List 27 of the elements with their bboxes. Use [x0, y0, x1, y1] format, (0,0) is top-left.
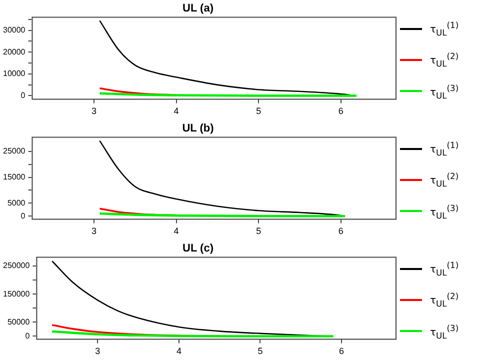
- y-tick-label: 250000: [2, 261, 30, 270]
- x-tick-label: 4: [174, 106, 179, 116]
- y-tick-label: 25000: [2, 146, 26, 156]
- y-tick-label: 20000: [2, 47, 26, 56]
- x-tick-label: 3: [95, 346, 100, 356]
- y-tick-label: 5000: [7, 198, 26, 208]
- x-tick-label: 3: [91, 226, 96, 236]
- x-tick-label: 3: [91, 106, 96, 116]
- y-tick-label: 10000: [2, 69, 26, 78]
- x-tick-label: 5: [256, 226, 262, 236]
- x-tick-label: 4: [176, 346, 182, 356]
- y-tick-label: 0: [20, 211, 26, 220]
- chart-title: UL (b): [182, 122, 214, 135]
- chart-title: UL (c): [182, 242, 214, 255]
- y-tick-label: 0: [25, 331, 30, 340]
- x-tick-label: 6: [339, 346, 344, 356]
- y-tick-label: 150000: [2, 289, 30, 298]
- x-tick-label: 4: [174, 226, 179, 236]
- x-tick-label: 6: [338, 226, 344, 236]
- y-tick-label: 0: [20, 90, 26, 100]
- y-tick-label: 15000: [2, 172, 26, 182]
- x-tick-label: 5: [256, 106, 262, 116]
- y-tick-label: 50000: [7, 317, 30, 326]
- y-tick-label: 30000: [2, 25, 26, 34]
- x-tick-label: 6: [338, 106, 344, 116]
- chart-title: UL (a): [182, 2, 214, 15]
- x-tick-label: 5: [258, 346, 263, 356]
